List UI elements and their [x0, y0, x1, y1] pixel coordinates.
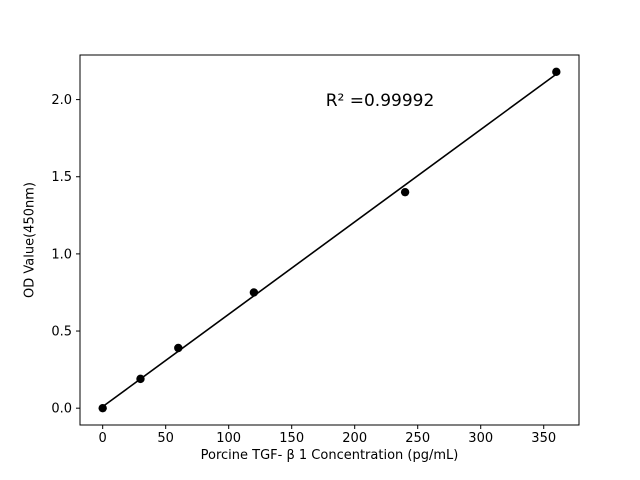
y-tick-label: 2.0 [51, 93, 72, 108]
fit-line [102, 73, 557, 408]
x-tick-label: 300 [468, 431, 493, 446]
y-tick-label: 1.0 [51, 247, 72, 262]
y-axis-label: OD Value(450nm) [22, 182, 38, 298]
x-tick-label: 200 [342, 431, 367, 446]
y-tick-label: 0.0 [51, 402, 72, 417]
x-axis-label: Porcine TGF- β 1 Concentration (pg/mL) [200, 448, 459, 463]
x-tick-label: 0 [99, 431, 107, 446]
data-point [249, 288, 259, 297]
data-point [552, 67, 561, 77]
x-tick-label: 350 [531, 431, 556, 446]
data-point [400, 187, 410, 197]
axes-frame [79, 54, 580, 426]
x-tick-label: 250 [405, 431, 430, 446]
data-point [98, 403, 107, 413]
x-tick-label: 150 [279, 431, 304, 446]
data-point [136, 374, 145, 384]
y-tick-label: 1.5 [51, 170, 72, 185]
x-tick-label: 50 [157, 431, 174, 446]
r-squared-annotation: R² =0.99992 [325, 91, 435, 111]
y-tick-label: 0.5 [51, 325, 72, 340]
x-tick-label: 100 [216, 431, 241, 446]
data-point [174, 343, 183, 353]
